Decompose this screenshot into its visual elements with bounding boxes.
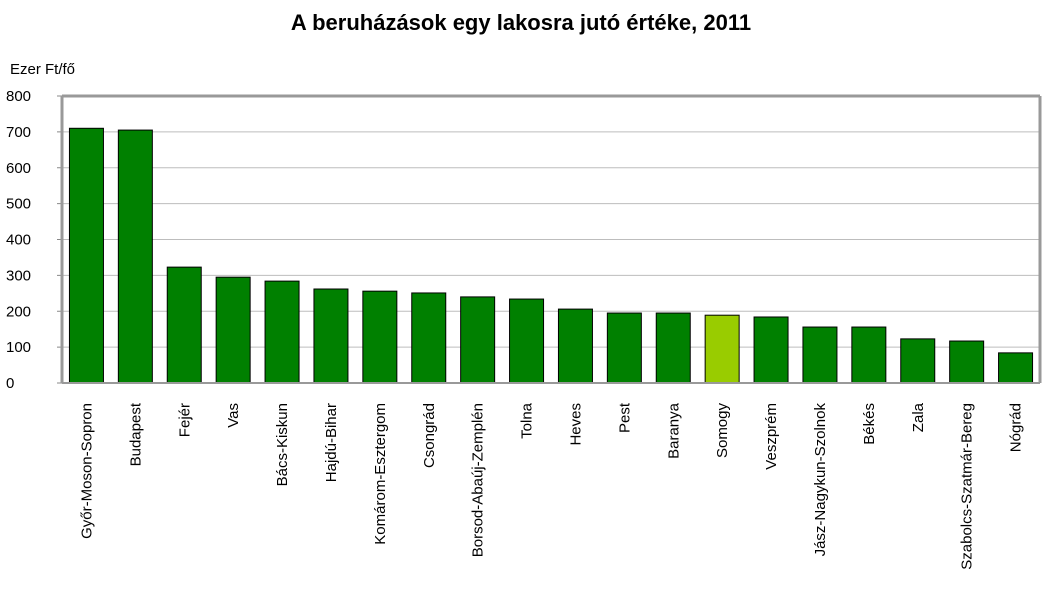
y-tick-label: 200 <box>6 303 31 320</box>
y-tick-label: 0 <box>6 375 14 392</box>
x-tick-label: Tolna <box>519 402 536 439</box>
bar <box>509 298 545 384</box>
x-tick-label: Csongrád <box>421 403 438 468</box>
y-tick-label: 800 <box>6 88 31 105</box>
y-tick-label: 300 <box>6 267 31 284</box>
bar <box>606 312 642 384</box>
x-tick-label: Heves <box>567 403 584 446</box>
bar <box>851 326 887 384</box>
bar <box>362 290 398 384</box>
x-tick-label: Zala <box>910 402 927 432</box>
bar <box>900 338 936 384</box>
bar <box>949 340 985 384</box>
bar <box>215 276 251 384</box>
x-tick-label: Somogy <box>714 403 731 459</box>
x-tick-label: Fejér <box>176 403 193 437</box>
y-tick-label: 500 <box>6 196 31 213</box>
x-tick-label: Budapest <box>127 402 144 466</box>
bar <box>704 314 740 384</box>
bar <box>411 292 447 384</box>
bar <box>753 316 789 384</box>
y-tick-label: 600 <box>6 160 31 177</box>
chart-title: A beruházások egy lakosra jutó értéke, 2… <box>291 10 751 35</box>
x-tick-label: Jász-Nagykun-Szolnok <box>812 403 829 557</box>
x-tick-label: Baranya <box>665 402 682 459</box>
bar <box>313 288 349 384</box>
bar <box>998 352 1034 384</box>
bar <box>166 266 202 384</box>
x-tick-label: Bács-Kiskun <box>274 403 291 486</box>
x-tick-label: Vas <box>225 403 242 428</box>
x-tick-label: Békés <box>861 403 878 445</box>
bar <box>557 308 593 384</box>
bar <box>264 280 300 384</box>
y-axis-label: Ezer Ft/fő <box>10 61 75 78</box>
y-tick-label: 700 <box>6 124 31 141</box>
x-tick-label: Hajdú-Bihar <box>323 403 340 482</box>
bar <box>802 326 838 384</box>
x-tick-label: Pest <box>616 402 633 433</box>
y-tick-label: 400 <box>6 232 31 249</box>
x-tick-label: Veszprém <box>763 403 780 470</box>
bar <box>460 296 496 384</box>
x-tick-label: Borsod-Abaúj-Zemplén <box>470 403 487 557</box>
bar <box>68 127 104 384</box>
x-tick-label: Komárom-Esztergom <box>372 403 389 545</box>
bar <box>117 129 153 384</box>
x-tick-label: Szabolcs-Szatmár-Bereg <box>959 403 976 570</box>
y-tick-label: 100 <box>6 339 31 356</box>
x-tick-label: Győr-Moson-Sopron <box>78 403 95 539</box>
x-tick-label: Nógrád <box>1008 403 1025 452</box>
bar <box>655 312 691 384</box>
